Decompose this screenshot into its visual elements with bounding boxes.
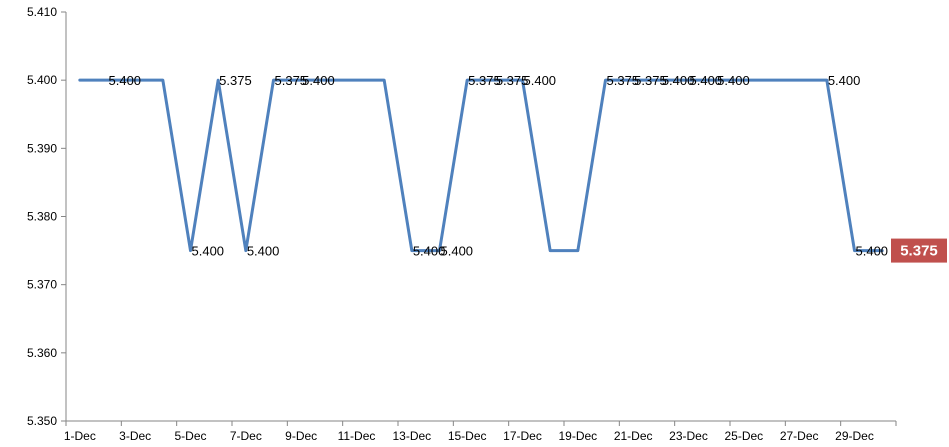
x-tick-label: 15-Dec: [448, 429, 487, 443]
y-axis: 5.350 5.360 5.370 5.380 5.390 5.400 5.410: [27, 5, 67, 428]
x-tick-label: 3-Dec: [119, 429, 151, 443]
x-tick-label: 1-Dec: [64, 429, 96, 443]
x-tick-label: 7-Dec: [230, 429, 262, 443]
data-label: 5.375: [219, 73, 252, 88]
x-tick-label: 13-Dec: [392, 429, 431, 443]
data-label: 5.400: [247, 244, 280, 259]
y-tick-label: 5.410: [27, 5, 57, 19]
data-label: 5.400: [856, 244, 889, 259]
x-tick-label: 21-Dec: [614, 429, 653, 443]
y-tick-label: 5.360: [27, 346, 57, 360]
x-tick-label: 11-Dec: [338, 429, 376, 443]
data-label: 5.375: [634, 73, 667, 88]
data-label: 5.375: [496, 73, 529, 88]
x-tick-label: 27-Dec: [780, 429, 819, 443]
last-value-badge: 5.375: [891, 238, 947, 263]
data-label: 5.400: [441, 244, 474, 259]
data-label: 5.400: [524, 73, 557, 88]
data-label: 5.400: [302, 73, 335, 88]
x-tick-label: 17-Dec: [503, 429, 542, 443]
data-label: 5.375: [607, 73, 640, 88]
data-label: 5.400: [690, 73, 723, 88]
x-tick-label: 25-Dec: [724, 429, 763, 443]
data-label: 5.400: [413, 244, 446, 259]
y-tick-label: 5.400: [27, 73, 57, 87]
y-tick-label: 5.370: [27, 278, 57, 292]
x-tick-label: 9-Dec: [285, 429, 317, 443]
data-labels: 5.4005.4005.3755.4005.3755.4005.4005.400…: [109, 73, 889, 258]
x-tick-label: 23-Dec: [669, 429, 708, 443]
series-line: [78, 78, 884, 253]
data-label: 5.400: [828, 73, 861, 88]
x-tick-label: 29-Dec: [835, 429, 874, 443]
y-tick-label: 5.380: [27, 210, 57, 224]
data-label: 5.375: [275, 73, 308, 88]
last-value-badge-background: [891, 238, 947, 263]
y-tick-label: 5.390: [27, 141, 57, 155]
data-label: 5.400: [717, 73, 750, 88]
data-label: 5.375: [468, 73, 501, 88]
x-axis: 1-Dec 3-Dec 5-Dec 7-Dec 9-Dec 11-Dec 13-Dec 15-…: [64, 420, 897, 443]
y-tick-label: 5.350: [27, 414, 57, 428]
data-label: 5.400: [662, 73, 695, 88]
data-label: 5.400: [109, 73, 142, 88]
x-tick-label: 5-Dec: [174, 429, 206, 443]
series-line-group: [78, 78, 884, 253]
x-tick-label: 19-Dec: [558, 429, 597, 443]
last-value-badge-text: 5.375: [900, 243, 938, 260]
data-label: 5.400: [192, 244, 225, 259]
